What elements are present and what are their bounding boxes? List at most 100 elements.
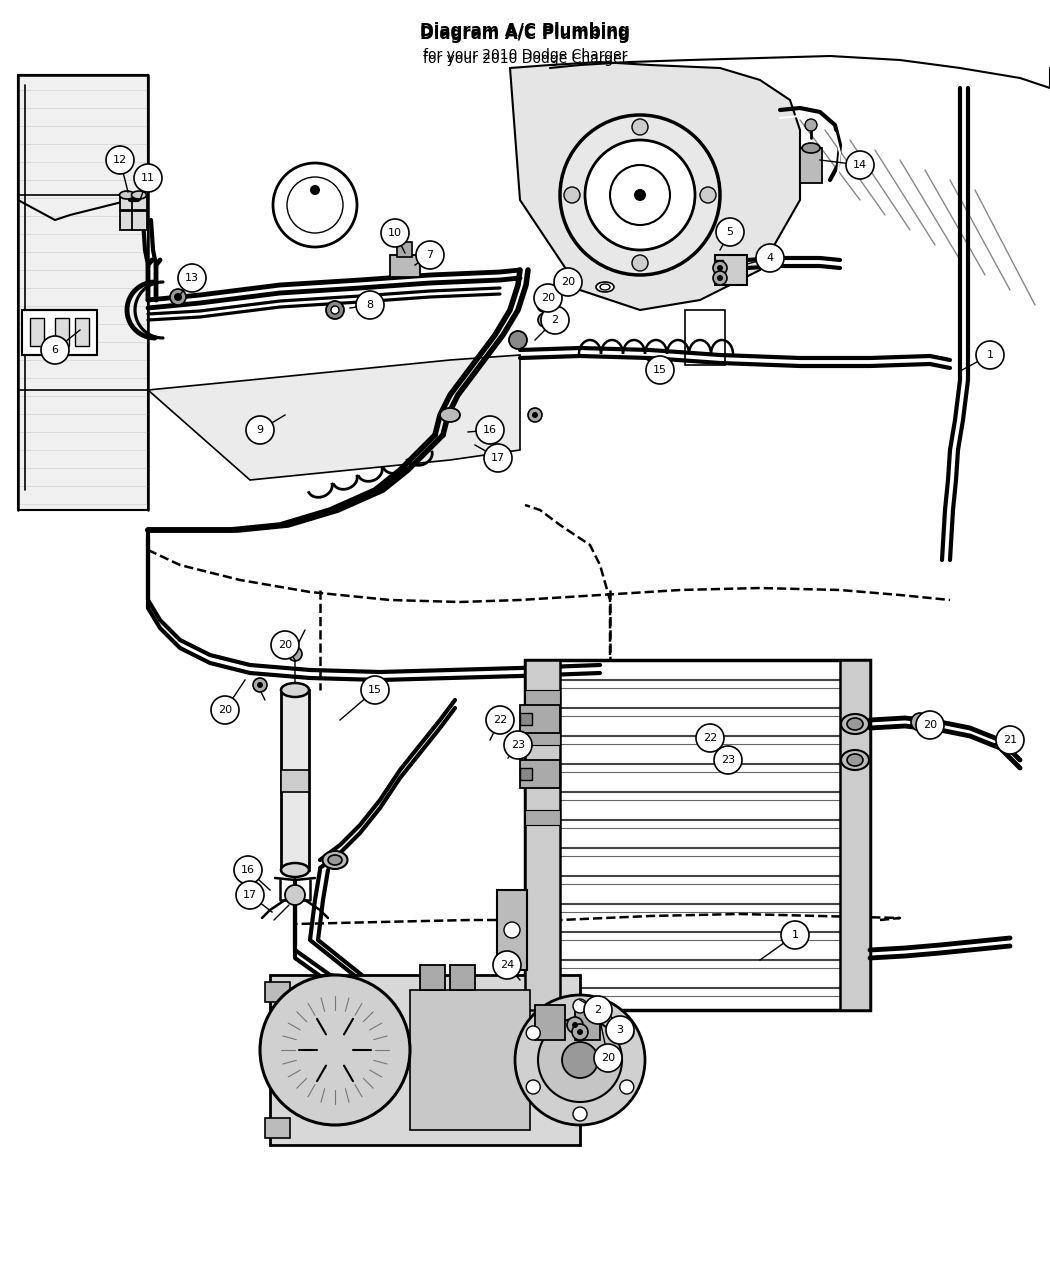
Bar [840, 660, 870, 1010]
Bar [525, 731, 560, 745]
Circle shape [271, 631, 299, 659]
Text: 16: 16 [242, 864, 255, 875]
Text: 11: 11 [141, 173, 155, 184]
Text: 22: 22 [492, 715, 507, 725]
Circle shape [246, 416, 274, 444]
Circle shape [594, 1044, 622, 1072]
Ellipse shape [600, 284, 610, 289]
Ellipse shape [847, 718, 863, 731]
Text: 22: 22 [702, 733, 717, 743]
Circle shape [572, 1023, 578, 1028]
Circle shape [911, 713, 929, 731]
Circle shape [560, 115, 720, 275]
Circle shape [532, 412, 538, 418]
Text: 23: 23 [721, 755, 735, 765]
Circle shape [253, 678, 267, 692]
Bar [120, 195, 135, 230]
Circle shape [646, 356, 674, 384]
Circle shape [578, 1029, 583, 1035]
Text: 20: 20 [541, 293, 555, 303]
Circle shape [257, 682, 262, 688]
Text: Diagram A/C Plumbing: Diagram A/C Plumbing [420, 26, 630, 43]
Text: 24: 24 [500, 960, 514, 970]
Text: 21: 21 [1003, 734, 1017, 745]
Bar [715, 255, 747, 286]
Text: 9: 9 [256, 425, 264, 435]
Text: 14: 14 [853, 159, 867, 170]
Circle shape [297, 1012, 373, 1088]
Bar [450, 965, 475, 989]
Text: 20: 20 [218, 705, 232, 715]
Bar [520, 768, 532, 780]
Bar [525, 660, 560, 1010]
Text: 4: 4 [766, 252, 774, 263]
Circle shape [716, 218, 744, 246]
Text: 1: 1 [987, 351, 993, 360]
Circle shape [996, 725, 1024, 754]
Text: 5: 5 [727, 227, 734, 237]
Circle shape [846, 150, 874, 178]
Bar [520, 705, 560, 733]
Circle shape [620, 1080, 634, 1094]
Ellipse shape [841, 714, 869, 734]
Circle shape [236, 881, 264, 909]
Circle shape [572, 1024, 588, 1040]
Circle shape [916, 711, 944, 739]
Bar [265, 982, 290, 1002]
Bar [30, 317, 44, 346]
Circle shape [713, 261, 727, 275]
Circle shape [528, 408, 542, 422]
Bar [265, 1118, 290, 1139]
Circle shape [170, 289, 186, 305]
Circle shape [541, 306, 569, 334]
Bar [520, 760, 560, 788]
Circle shape [632, 255, 648, 272]
Bar [270, 975, 580, 1145]
Ellipse shape [440, 408, 460, 422]
Text: 17: 17 [243, 890, 257, 900]
Circle shape [538, 312, 552, 326]
Circle shape [280, 994, 390, 1105]
Text: 13: 13 [185, 273, 200, 283]
Ellipse shape [131, 191, 147, 199]
Text: for your 2010 Dodge Charger: for your 2010 Dodge Charger [423, 48, 627, 62]
Text: 20: 20 [561, 277, 575, 287]
Bar [55, 317, 69, 346]
Circle shape [211, 696, 239, 724]
Bar [800, 148, 822, 184]
Circle shape [534, 284, 562, 312]
Text: 17: 17 [491, 453, 505, 463]
Circle shape [567, 1017, 583, 1033]
Text: 2: 2 [594, 1005, 602, 1015]
Bar [525, 690, 560, 705]
Circle shape [494, 951, 521, 979]
Circle shape [714, 746, 742, 774]
Text: 10: 10 [388, 228, 402, 238]
Bar [22, 310, 97, 354]
Ellipse shape [120, 191, 134, 199]
Circle shape [174, 293, 182, 301]
Circle shape [260, 975, 410, 1125]
Text: 20: 20 [601, 1053, 615, 1063]
Circle shape [713, 272, 727, 286]
Bar [18, 75, 148, 510]
Bar [132, 195, 147, 230]
Circle shape [542, 317, 548, 323]
Polygon shape [510, 62, 800, 310]
Circle shape [526, 1080, 541, 1094]
Circle shape [717, 265, 723, 272]
Circle shape [573, 1107, 587, 1121]
Circle shape [564, 187, 580, 203]
Circle shape [134, 164, 162, 193]
Circle shape [634, 189, 646, 201]
Circle shape [178, 264, 206, 292]
Bar [397, 242, 412, 258]
Circle shape [504, 731, 532, 759]
Circle shape [620, 1026, 634, 1040]
Text: 20: 20 [923, 720, 937, 731]
Bar [575, 1005, 600, 1040]
Circle shape [273, 163, 357, 247]
Circle shape [976, 340, 1004, 368]
Circle shape [381, 219, 410, 247]
Text: 8: 8 [366, 300, 374, 310]
